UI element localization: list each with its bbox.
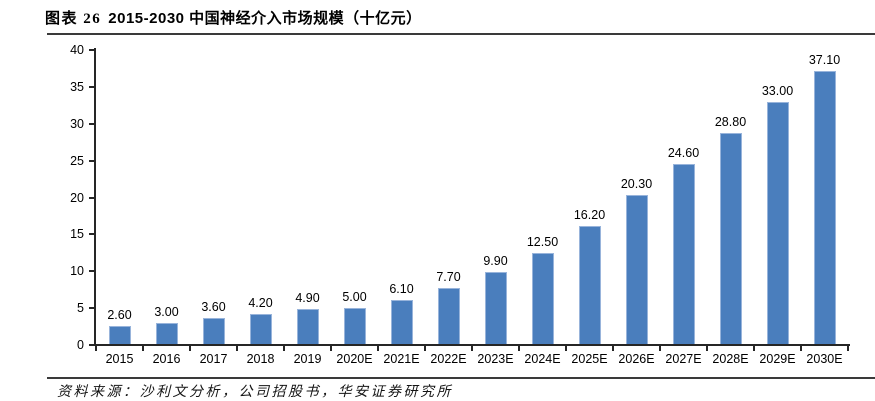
x-tick bbox=[518, 346, 520, 351]
y-tick bbox=[89, 196, 95, 199]
x-tick bbox=[706, 346, 708, 351]
bar bbox=[202, 318, 225, 345]
bar-value-label: 5.00 bbox=[342, 290, 367, 305]
x-tick-label: 2020E bbox=[336, 352, 373, 366]
bar-value-label: 4.90 bbox=[295, 290, 320, 305]
bar bbox=[766, 101, 789, 345]
bar-value-label: 3.00 bbox=[154, 304, 179, 319]
x-tick-label: 2030E bbox=[806, 352, 843, 366]
y-tick-label: 25 bbox=[70, 153, 84, 168]
y-axis bbox=[94, 48, 96, 346]
y-tick bbox=[89, 344, 95, 346]
source-divider bbox=[47, 377, 875, 379]
y-tick-label: 15 bbox=[70, 227, 84, 242]
y-tick-label: 0 bbox=[77, 338, 84, 352]
bar-value-label: 28.80 bbox=[714, 114, 747, 129]
bar bbox=[155, 322, 178, 345]
bar bbox=[531, 252, 554, 345]
x-tick bbox=[565, 346, 567, 351]
x-tick bbox=[612, 346, 614, 351]
y-tick bbox=[89, 85, 95, 88]
bar bbox=[484, 271, 507, 345]
bar bbox=[578, 225, 601, 345]
source-text: 资料来源：沙利文分析，公司招股书，华安证券研究所 bbox=[57, 385, 453, 400]
y-tick bbox=[89, 49, 95, 51]
bar-value-label: 7.70 bbox=[436, 270, 461, 285]
x-tick bbox=[330, 346, 332, 351]
x-tick-label: 2027E bbox=[665, 352, 702, 366]
bar bbox=[296, 308, 319, 345]
x-tick-label: 2029E bbox=[759, 352, 796, 366]
y-tick-label: 30 bbox=[70, 116, 84, 131]
y-tick-label: 40 bbox=[70, 43, 84, 57]
x-tick bbox=[377, 346, 379, 351]
figure-number: 图表 26 bbox=[45, 11, 102, 27]
y-tick-label: 5 bbox=[77, 301, 84, 316]
x-tick-label: 2021E bbox=[383, 352, 420, 366]
y-tick bbox=[89, 159, 95, 162]
x-tick bbox=[95, 346, 97, 351]
x-tick bbox=[236, 346, 238, 351]
x-tick bbox=[753, 346, 755, 351]
x-tick-label: 2023E bbox=[477, 352, 514, 366]
x-tick-label: 2017 bbox=[199, 352, 228, 366]
bar-value-label: 20.30 bbox=[620, 177, 653, 192]
x-tick-label: 2016 bbox=[152, 352, 181, 366]
x-tick-label: 2025E bbox=[571, 352, 608, 366]
chart-title: 图表 26 2015-2030 中国神经介入市场规模（十亿元） bbox=[45, 7, 422, 28]
title-divider bbox=[47, 33, 875, 35]
y-tick bbox=[89, 270, 95, 273]
x-tick bbox=[800, 346, 802, 351]
x-tick bbox=[142, 346, 144, 351]
x-tick-label: 2022E bbox=[430, 352, 467, 366]
x-axis bbox=[94, 344, 850, 346]
x-tick bbox=[424, 346, 426, 351]
bar bbox=[437, 288, 460, 345]
x-tick bbox=[847, 346, 849, 351]
y-tick-label: 35 bbox=[70, 79, 84, 94]
y-tick bbox=[89, 233, 95, 236]
bar bbox=[719, 132, 742, 345]
y-tick-label: 20 bbox=[70, 190, 84, 205]
bar-value-label: 6.10 bbox=[389, 282, 414, 296]
y-tick bbox=[89, 122, 95, 125]
x-tick-label: 2024E bbox=[524, 352, 561, 366]
bar-value-label: 2.60 bbox=[107, 307, 132, 322]
x-tick-label: 2026E bbox=[618, 352, 655, 366]
y-tick-label: 10 bbox=[70, 264, 84, 279]
bar-value-label: 4.20 bbox=[248, 296, 273, 311]
bar bbox=[672, 163, 695, 345]
x-tick-label: 2028E bbox=[712, 352, 749, 366]
x-tick bbox=[471, 346, 473, 351]
bar bbox=[249, 314, 272, 345]
bar bbox=[390, 300, 413, 345]
x-tick-label: 2015 bbox=[105, 352, 134, 366]
bar-value-label: 37.10 bbox=[808, 53, 841, 68]
bar-value-label: 24.60 bbox=[667, 145, 700, 160]
bar-value-label: 16.20 bbox=[573, 207, 606, 222]
y-tick bbox=[89, 307, 95, 310]
x-tick bbox=[283, 346, 285, 351]
x-tick-label: 2019 bbox=[293, 352, 322, 366]
x-tick-label: 2018 bbox=[246, 352, 275, 366]
bar-value-label: 9.90 bbox=[483, 253, 508, 268]
bar-value-label: 33.00 bbox=[761, 83, 794, 98]
x-tick bbox=[659, 346, 661, 351]
x-tick bbox=[189, 346, 191, 351]
bar bbox=[108, 325, 131, 345]
chart-title-text: 2015-2030 中国神经介入市场规模（十亿元） bbox=[108, 10, 422, 27]
bar bbox=[343, 308, 366, 345]
bar bbox=[813, 71, 836, 345]
bar bbox=[625, 195, 648, 345]
bar-value-label: 12.50 bbox=[526, 234, 559, 249]
bar-value-label: 3.60 bbox=[201, 300, 226, 315]
